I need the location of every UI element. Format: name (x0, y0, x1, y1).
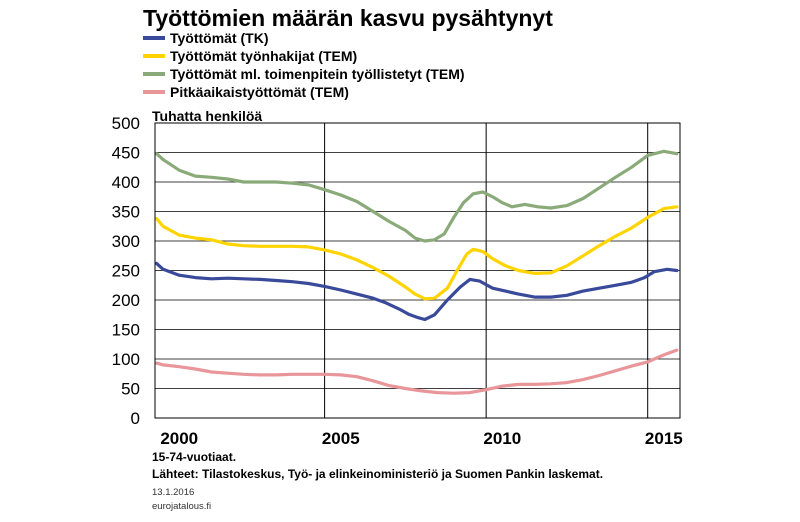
y-tick-label: 50 (121, 380, 140, 399)
x-tick-label: 2015 (645, 429, 683, 448)
x-tick-label: 2000 (160, 429, 198, 448)
x-tick-label: 2005 (322, 429, 360, 448)
y-tick-label: 500 (112, 114, 140, 133)
legend-label: Pitkäaikaistyöttömät (TEM) (170, 84, 349, 100)
y-tick-label: 250 (112, 262, 140, 281)
legend-label: Työttömät ml. toimenpitein työllistetyt … (170, 66, 465, 82)
series-line-3 (155, 149, 679, 243)
y-tick-label: 400 (112, 173, 140, 192)
plot-area (155, 123, 680, 418)
age-note: 15-74-vuotiaat. (152, 450, 236, 464)
series-line-1 (155, 261, 679, 322)
y-tick-label: 150 (112, 321, 140, 340)
legend-label: Työttömät (TK) (170, 30, 269, 46)
x-tick-label: 2010 (483, 429, 521, 448)
y-tick-label: 0 (131, 409, 140, 428)
sources-note: Lähteet: Tilastokeskus, Työ- ja elinkein… (152, 467, 603, 481)
y-tick-label: 100 (112, 350, 140, 369)
y-tick-label: 350 (112, 203, 140, 222)
series-line-2 (155, 205, 679, 301)
y-tick-label: 450 (112, 144, 140, 163)
legend-label: Työttömät työnhakijat (TEM) (170, 48, 357, 64)
axes: 0 50 100 150 200 250 300 350 400 450 500 2000 2005 20… (112, 114, 683, 448)
chart-title: Työttömien määrän kasvu pysähtynyt (143, 5, 553, 31)
series-line-4 (155, 348, 679, 395)
site-note: eurojatalous.fi (152, 501, 211, 512)
plot-frame (154, 122, 681, 419)
date-note: 13.1.2016 (152, 487, 194, 498)
unit-label: Tuhatta henkilöä (152, 108, 262, 124)
y-tick-label: 200 (112, 291, 140, 310)
y-tick-label: 300 (112, 232, 140, 251)
legend: Työttömät (TK) Työttömät työnhakijat (TEM… (143, 30, 465, 100)
